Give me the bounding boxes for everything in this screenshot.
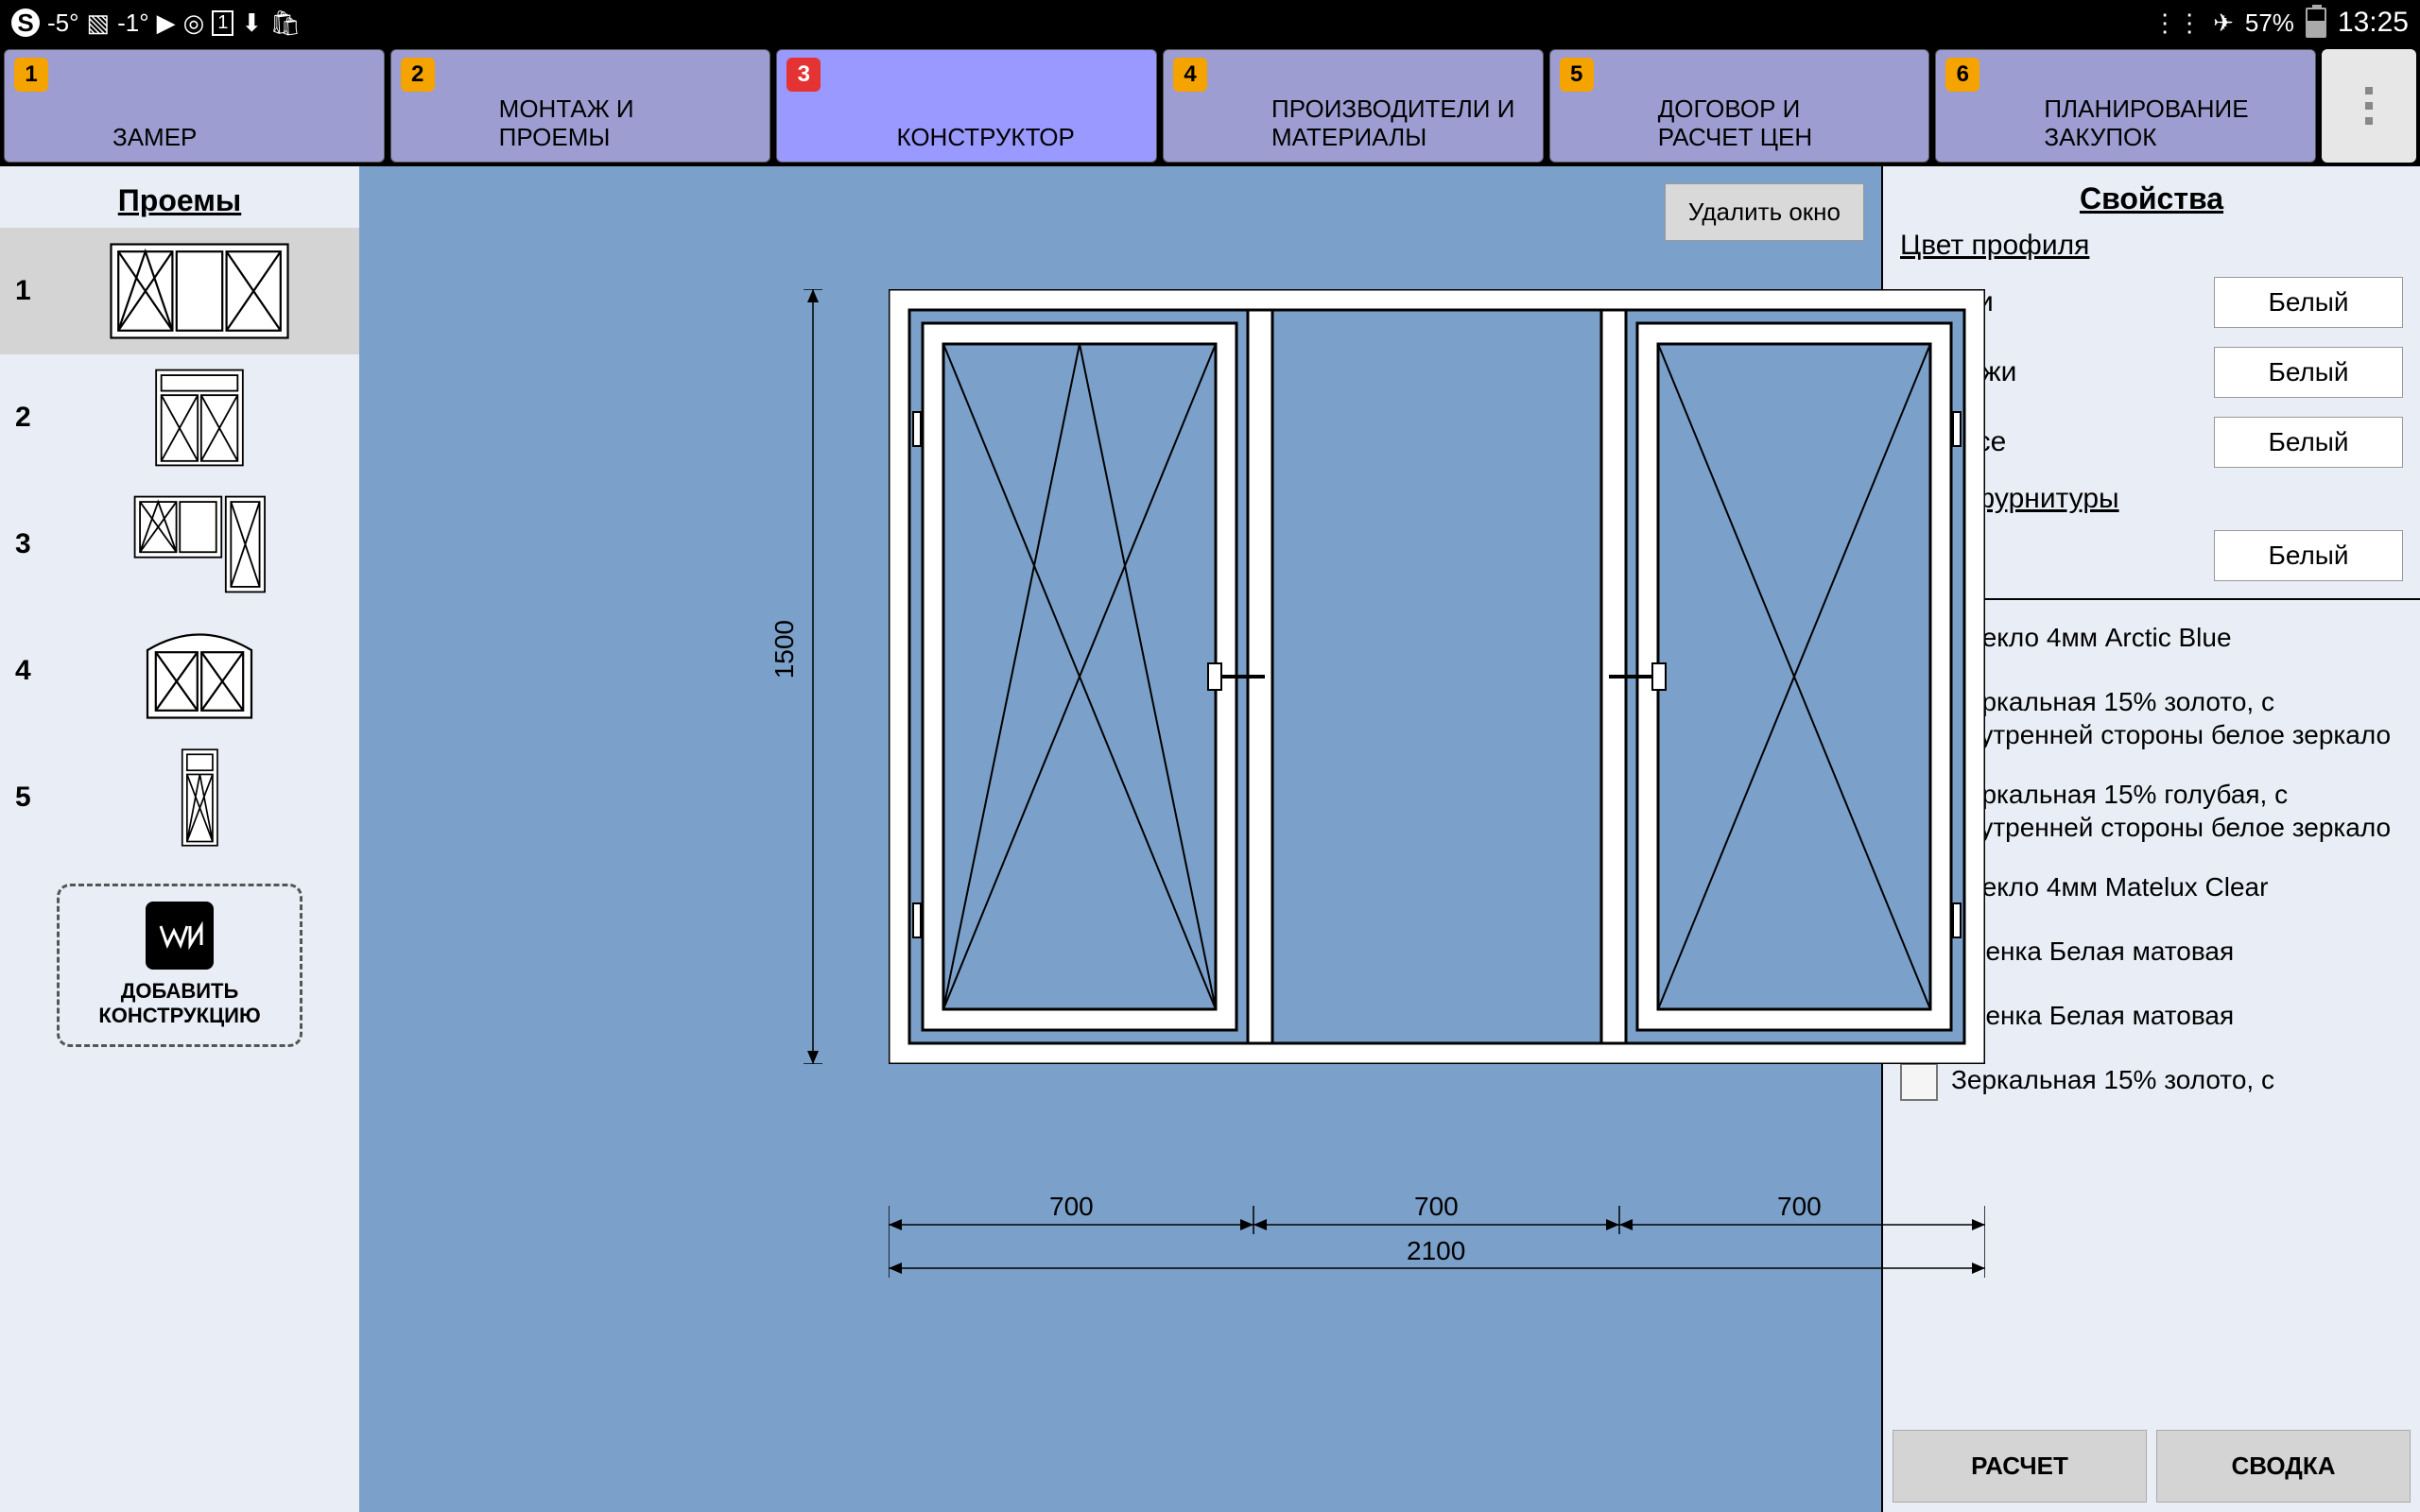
outside-color-select[interactable]: Белый bbox=[2214, 347, 2403, 398]
tab-4[interactable]: 4ПРОИЗВОДИТЕЛИ И МАТЕРИАЛЫ bbox=[1163, 49, 1544, 163]
thumb-icon bbox=[55, 746, 344, 850]
opening-thumb-5[interactable]: 5 bbox=[0, 734, 359, 861]
inside-color-select[interactable]: Белый bbox=[2214, 277, 2403, 328]
checkbox[interactable] bbox=[1900, 1063, 1938, 1101]
battery-pct: 57% bbox=[2245, 9, 2294, 38]
dim-total: 2100 bbox=[1407, 1236, 1465, 1266]
tab-6[interactable]: 6ПЛАНИРОВАНИЕ ЗАКУПОК bbox=[1935, 49, 2316, 163]
bottom-buttons: РАСЧЕТ СВОДКА bbox=[1883, 1420, 2420, 1512]
opening-thumb-2[interactable]: 2 bbox=[0, 354, 359, 481]
airplane-icon: ✈ bbox=[2213, 9, 2234, 38]
mass-color-select[interactable]: Белый bbox=[2214, 417, 2403, 468]
calc-button[interactable]: РАСЧЕТ bbox=[1893, 1430, 2147, 1503]
thumb-icon bbox=[55, 366, 344, 470]
left-panel: Проемы 1 2 3 bbox=[0, 166, 359, 1512]
sync-icon: ◎ bbox=[183, 9, 205, 38]
logo-icon bbox=[146, 902, 214, 970]
download-icon: ⬇ bbox=[241, 9, 262, 38]
properties-title: Свойства bbox=[1883, 166, 2420, 224]
menu-dot-icon bbox=[2365, 117, 2373, 125]
dim-seg-1: 700 bbox=[1049, 1192, 1094, 1222]
picture-icon: ▧ bbox=[87, 9, 111, 38]
profile-color-title: Цвет профиля bbox=[1883, 224, 2420, 267]
window-drawing bbox=[889, 289, 1985, 1064]
opening-thumb-4[interactable]: 4 bbox=[0, 608, 359, 734]
dim-seg-2: 700 bbox=[1414, 1192, 1459, 1222]
thumb-icon bbox=[55, 619, 344, 723]
thumb-icon bbox=[55, 239, 344, 343]
tabs-bar: 1ЗАМЕР 2МОНТАЖ И ПРОЕМЫ 3КОНСТРУКТОР 4ПР… bbox=[0, 45, 2420, 166]
youtube-icon: ▶ bbox=[157, 9, 176, 38]
add-label: ДОБАВИТЬ КОНСТРУКЦИЮ bbox=[75, 979, 285, 1029]
calendar-icon: 1 bbox=[212, 10, 233, 36]
tab-2[interactable]: 2МОНТАЖ И ПРОЕМЫ bbox=[390, 49, 771, 163]
tab-5[interactable]: 5ДОГОВОР И РАСЧЕТ ЦЕН bbox=[1549, 49, 1930, 163]
openings-title: Проемы bbox=[0, 166, 359, 228]
dim-height: 1500 bbox=[769, 620, 800, 679]
opening-thumb-3[interactable]: 3 bbox=[0, 481, 359, 608]
status-bar: S -5° ▧ -1° ▶ ◎ 1 ⬇ 🛍 ⋮⋮ ✈ 57% 13:25 bbox=[0, 0, 2420, 45]
menu-dot-icon bbox=[2365, 102, 2373, 110]
menu-dot-icon bbox=[2365, 87, 2373, 94]
wifi-icon: ⋮⋮ bbox=[2152, 9, 2202, 38]
temp-1: -5° bbox=[47, 9, 79, 38]
add-construction-button[interactable]: ДОБАВИТЬ КОНСТРУКЦИЮ bbox=[57, 884, 302, 1047]
menu-button[interactable] bbox=[2322, 49, 2416, 163]
tab-1[interactable]: 1ЗАМЕР bbox=[4, 49, 385, 163]
temp-2: -1° bbox=[117, 9, 149, 38]
delete-window-button[interactable]: Удалить окно bbox=[1665, 183, 1864, 241]
battery-icon bbox=[2306, 8, 2326, 38]
summary-button[interactable]: СВОДКА bbox=[2156, 1430, 2411, 1503]
clock: 13:25 bbox=[2338, 7, 2409, 39]
skype-icon: S bbox=[11, 9, 40, 37]
main-area: Проемы 1 2 3 bbox=[0, 166, 2420, 1512]
hardware-color-select[interactable]: Белый bbox=[2214, 530, 2403, 581]
thumb-icon bbox=[55, 492, 344, 596]
dim-seg-3: 700 bbox=[1777, 1192, 1822, 1222]
shop-icon: 🛍 bbox=[269, 9, 301, 38]
opening-thumb-1[interactable]: 1 bbox=[0, 228, 359, 354]
tab-3[interactable]: 3КОНСТРУКТОР bbox=[776, 49, 1157, 163]
canvas[interactable]: Удалить окно 1500 bbox=[359, 166, 1881, 1512]
